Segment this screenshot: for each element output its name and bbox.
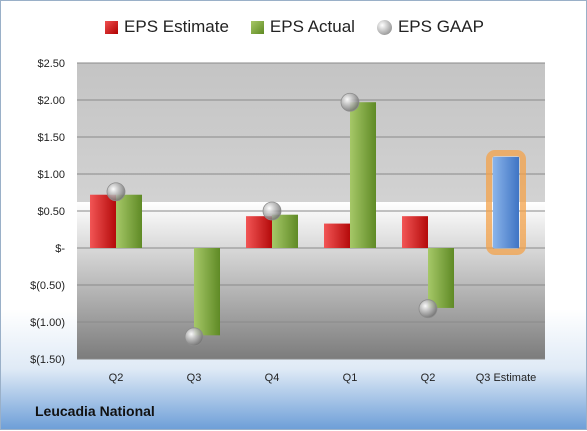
legend-item-actual: EPS Actual — [250, 17, 355, 37]
y-tick-label: $(1.50) — [30, 354, 65, 366]
gaap-marker — [262, 201, 282, 221]
y-tick-label: $- — [55, 243, 65, 255]
gaap-marker — [106, 182, 126, 202]
legend-label-estimate: EPS Estimate — [124, 17, 229, 36]
bar-actual — [194, 248, 220, 336]
bar-actual — [350, 102, 376, 248]
x-tick-label: Q3 Estimate — [476, 372, 537, 384]
y-tick-label: $(0.50) — [30, 280, 65, 292]
bars — [90, 102, 526, 336]
x-tick-label: Q1 — [343, 372, 358, 384]
x-tick-label: Q3 — [187, 372, 202, 384]
legend-label-actual: EPS Actual — [269, 17, 355, 36]
y-axis-ticks: $2.50 $2.00 $1.50 $1.00 $0.50 $- $(0.50) $(1.00… — [30, 58, 65, 366]
y-tick-label: $0.50 — [37, 206, 65, 218]
y-tick-label: $2.00 — [37, 95, 65, 107]
bar-estimate — [402, 216, 428, 248]
gaap-markers — [106, 92, 438, 347]
projection-glow — [486, 149, 526, 255]
x-axis-ticks: Q2 Q3 Q4 Q1 Q2 Q3 Estimate — [109, 372, 537, 384]
gaap-marker — [184, 327, 204, 347]
legend-item-estimate: EPS Estimate — [105, 17, 229, 37]
legend-swatch-estimate — [105, 20, 119, 34]
bar-estimate — [324, 223, 350, 248]
x-tick-label: Q2 — [109, 372, 124, 384]
x-tick-label: Q4 — [265, 372, 280, 384]
bar-actual — [272, 214, 298, 248]
y-tick-label: $1.00 — [37, 169, 65, 181]
bar-estimate-projection — [493, 156, 519, 248]
legend-swatch-gaap — [376, 19, 392, 35]
bar-estimate — [246, 216, 272, 248]
x-tick-label: Q2 — [421, 372, 436, 384]
bar-estimate — [90, 194, 116, 248]
legend-swatch-actual — [250, 20, 264, 34]
gridlines — [77, 62, 545, 360]
y-tick-label: $1.50 — [37, 132, 65, 144]
legend: EPS Estimate EPS Actual EPS GAAP — [1, 17, 587, 37]
bar-actual — [116, 194, 142, 248]
bar-actual — [428, 248, 454, 308]
y-tick-label: $(1.00) — [30, 317, 65, 329]
gaap-marker — [340, 92, 360, 112]
gaap-marker — [418, 299, 438, 319]
y-tick-label: $2.50 — [37, 58, 65, 70]
company-name: Leucadia National — [35, 403, 155, 419]
legend-label-gaap: EPS GAAP — [397, 17, 484, 36]
legend-item-gaap: EPS GAAP — [376, 17, 484, 37]
